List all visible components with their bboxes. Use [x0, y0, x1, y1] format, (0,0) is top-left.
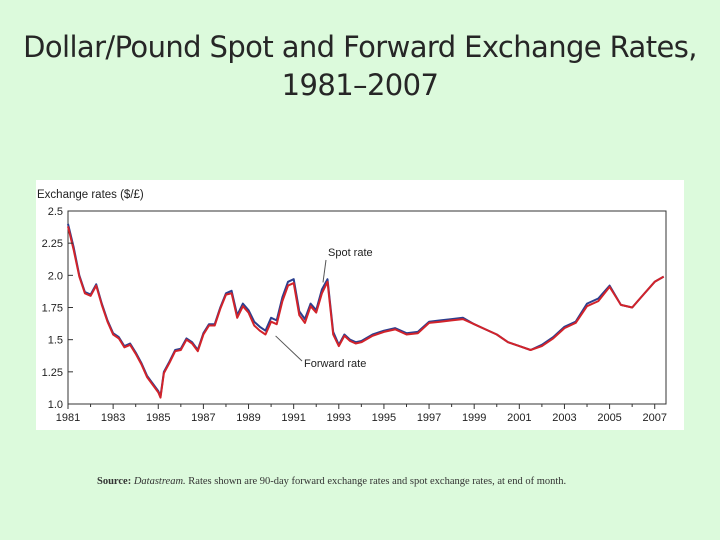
plot-frame [67, 210, 667, 405]
forward-rate-line [67, 226, 665, 399]
spot-rate-annotation: Spot rate [328, 247, 373, 259]
x-tick-label: 1999 [462, 412, 486, 424]
x-tick-label: 1993 [327, 412, 351, 424]
forward-rate-annotation: Forward rate [304, 358, 366, 370]
forward-rate-leader [275, 335, 303, 362]
y-tick-label: 1.5 [48, 335, 63, 347]
x-tick-label: 2005 [597, 412, 621, 424]
exchange-rate-chart: Exchange rates ($/£) 1.0 1.25 1.5 1.75 2.0 2.… [37, 189, 667, 424]
source-label: Source: [97, 476, 132, 487]
x-tick-label: 1995 [372, 412, 396, 424]
y-tick-label: 1.75 [42, 303, 63, 315]
x-tick-label: 1991 [281, 412, 305, 424]
y-tick-label: 2.5 [48, 206, 63, 218]
spot-rate-leader [322, 259, 327, 283]
x-tick-label: 1987 [191, 412, 215, 424]
y-axis-title: Exchange rates ($/£) [37, 189, 144, 201]
source-database: Datastream. [133, 476, 186, 487]
chart-panel: Exchange rates ($/£) 1.0 1.25 1.5 1.75 2.0 2.… [36, 180, 684, 430]
x-tick-label: 1989 [236, 412, 260, 424]
x-tick-label: 2007 [642, 412, 666, 424]
y-tick-label: 2.0 [48, 270, 63, 282]
y-tick-label: 1.0 [48, 399, 63, 411]
x-tick-label: 2003 [552, 412, 576, 424]
source-note: Source: Datastream. Rates shown are 90-d… [97, 476, 657, 487]
slide-title-line-1: Dollar/Pound Spot and Forward Exchange R… [23, 30, 697, 64]
y-tick-label: 1.25 [42, 367, 63, 379]
x-tick-label: 2001 [507, 412, 531, 424]
slide-title: Dollar/Pound Spot and Forward Exchange R… [0, 28, 720, 104]
x-tick-label: 1983 [101, 412, 125, 424]
slide-title-line-2: 1981–2007 [281, 68, 439, 102]
x-tick-label: 1981 [56, 412, 80, 424]
x-tick-label: 1985 [146, 412, 170, 424]
y-tick-label: 2.25 [42, 238, 63, 250]
x-tick-label: 1997 [417, 412, 441, 424]
source-text: Rates shown are 90-day forward exchange … [185, 476, 567, 487]
